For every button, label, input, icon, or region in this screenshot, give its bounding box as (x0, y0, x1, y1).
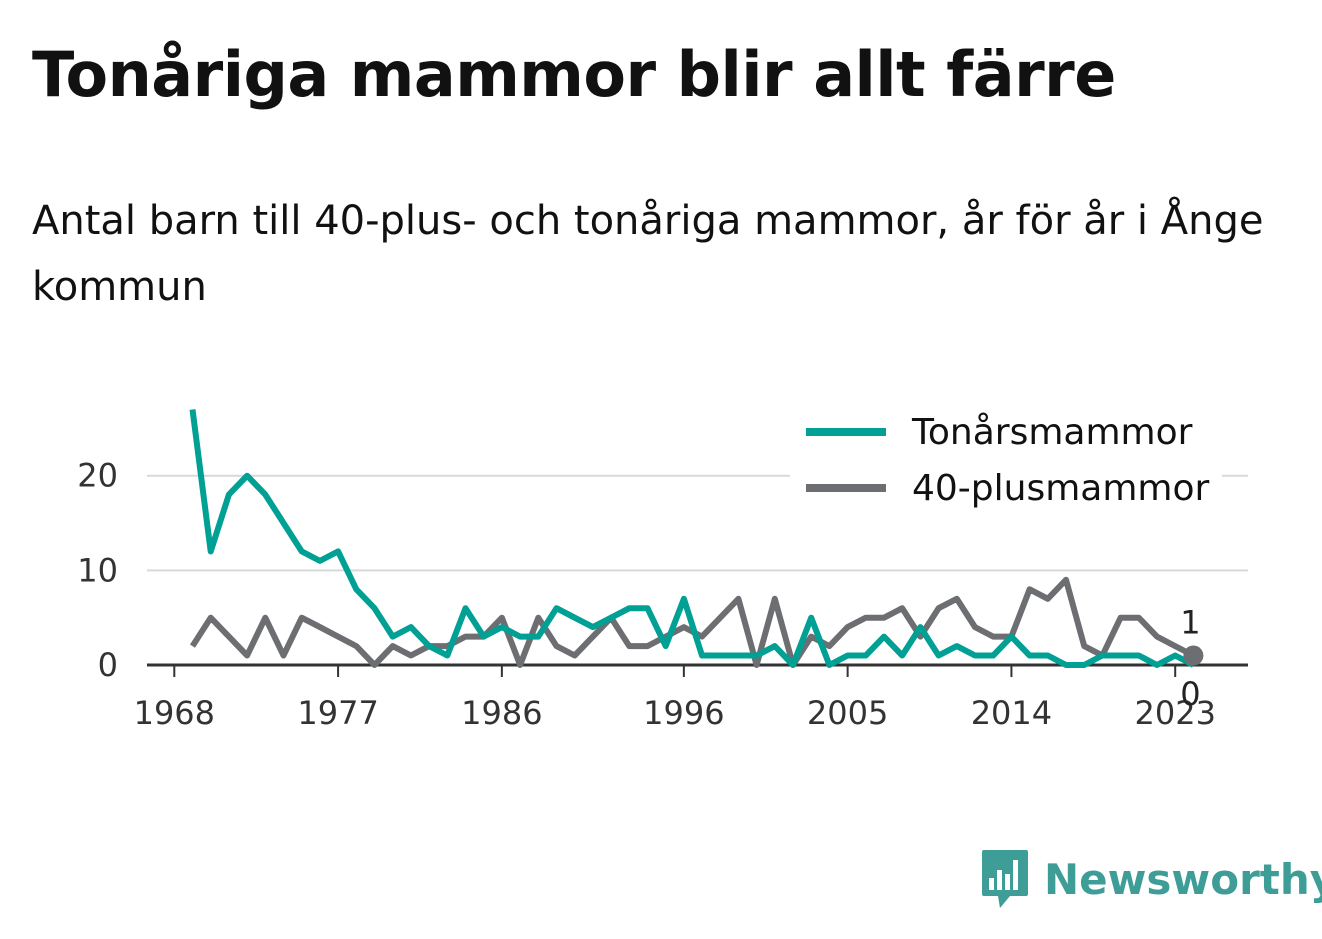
end-label-40-plusmammor: 1 (1180, 604, 1200, 642)
x-tick-label-1968: 1968 (134, 694, 215, 732)
brand-name: Newsworthy (1044, 854, 1322, 904)
x-tick-label-1996: 1996 (643, 694, 724, 732)
end-label-tonarsmammor: 0 (1180, 675, 1200, 713)
y-tick-label-20: 20 (77, 457, 118, 495)
x-tick-label-1986: 1986 (461, 694, 542, 732)
y-tick-label-10: 10 (77, 551, 118, 589)
legend: Tonårsmammor 40-plusmammor (790, 402, 1222, 520)
brand-logo: Newsworthy (980, 848, 1322, 910)
page-title: Tonåriga mammor blir allt färre (32, 38, 1116, 111)
x-tick-label-1977: 1977 (297, 694, 378, 732)
y-tick-label-0: 0 (98, 646, 118, 684)
x-axis-ticks: 1968 1977 1986 1996 2005 2014 2023 (134, 665, 1216, 732)
series-lines (189, 409, 1195, 668)
series-line-tonarsmammor (189, 409, 1195, 668)
legend-background (790, 402, 1222, 520)
page-subtitle: Antal barn till 40-plus- och tonåriga ma… (32, 198, 1264, 310)
x-tick-label-2023: 2023 (1134, 694, 1215, 732)
end-marker-40-plusmammor (1183, 645, 1204, 666)
bar-chart-speech-bubble-icon (982, 850, 1028, 908)
legend-label-tonarsmammor: Tonårsmammor (911, 412, 1193, 453)
end-labels: 10 (1180, 604, 1204, 713)
x-tick-label-2005: 2005 (807, 694, 888, 732)
legend-label-40-plusmammor: 40-plusmammor (912, 468, 1210, 509)
x-tick-label-2014: 2014 (971, 694, 1052, 732)
y-axis-ticks: 0 10 20 (77, 457, 118, 684)
